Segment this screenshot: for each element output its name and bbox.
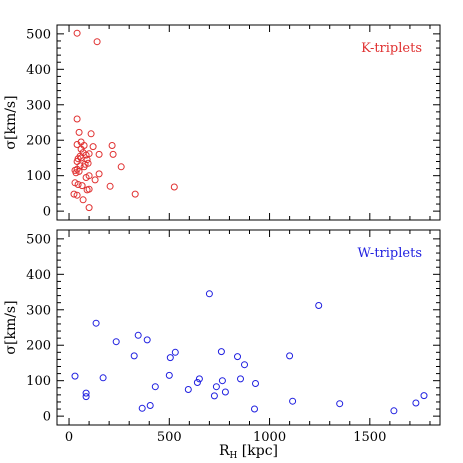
data-point — [143, 336, 151, 344]
legend-label: K-triplets — [361, 41, 422, 56]
data-point — [77, 145, 85, 153]
data-point — [212, 383, 220, 391]
data-point — [99, 374, 107, 382]
data-point — [130, 352, 138, 360]
data-point — [241, 361, 248, 369]
x-tick-label: 1500 — [353, 430, 386, 445]
data-point — [390, 407, 398, 415]
y-tick-label: 300 — [26, 303, 51, 318]
data-point — [146, 402, 154, 409]
data-point — [87, 130, 95, 138]
data-point — [92, 319, 100, 327]
y-axis-title: σ[km/s] — [3, 300, 19, 354]
y-tick-label: 400 — [26, 268, 51, 283]
data-point — [95, 170, 103, 178]
data-point — [165, 371, 173, 379]
x-tick-label: 1000 — [253, 430, 286, 445]
series-w-triplets — [71, 290, 428, 415]
y-tick-label: 200 — [26, 339, 51, 354]
data-point — [82, 389, 90, 397]
data-point — [73, 141, 81, 148]
y-tick-label: 500 — [26, 27, 51, 42]
panel-k-triplets: 0 100 200 300 400 500 σ[km/s] K-triplets — [3, 24, 441, 221]
data-point — [134, 331, 142, 339]
y-tick-label: 300 — [26, 98, 51, 113]
data-point — [218, 377, 226, 385]
data-point — [112, 338, 120, 346]
data-point — [336, 400, 344, 408]
data-point — [252, 380, 259, 387]
data-point — [73, 115, 81, 123]
data-point — [71, 372, 79, 380]
data-point — [251, 405, 258, 413]
y-tick-label: 0 — [43, 205, 51, 220]
data-point — [170, 183, 178, 191]
data-point — [95, 150, 103, 158]
data-point — [78, 182, 86, 190]
data-point — [84, 159, 92, 167]
y-tick-label: 200 — [26, 134, 51, 149]
data-point — [82, 174, 90, 181]
data-point — [166, 354, 174, 362]
plot-frame — [56, 24, 441, 221]
data-point — [79, 196, 87, 204]
series-k-triplets — [70, 29, 178, 212]
data-point — [85, 204, 93, 212]
data-point — [151, 383, 159, 391]
data-point — [195, 375, 203, 383]
data-point — [420, 392, 428, 400]
data-point — [205, 290, 213, 298]
data-point — [237, 375, 244, 383]
y-tick-label: 100 — [26, 169, 51, 184]
data-point — [171, 348, 179, 356]
data-point — [109, 150, 117, 158]
data-point — [73, 191, 81, 199]
data-point — [289, 397, 297, 405]
data-point — [89, 143, 97, 151]
data-point — [106, 182, 114, 190]
y-tick-label: 500 — [26, 232, 51, 247]
data-point — [210, 392, 218, 400]
plot-frame — [56, 229, 441, 426]
data-point — [73, 29, 81, 37]
data-point — [315, 302, 323, 309]
data-point — [131, 190, 139, 198]
x-axis-title: RH [kpc] — [219, 443, 278, 461]
data-point — [117, 163, 125, 171]
panel-w-triplets: 0 100 200 300 400 500 0 500 1000 1500 σ[km/s] RH [k… — [3, 229, 441, 461]
data-point — [91, 176, 99, 184]
x-tick-label: 0 — [65, 430, 73, 445]
data-point — [138, 404, 146, 412]
data-point — [412, 399, 420, 407]
y-axis-title: σ[km/s] — [3, 95, 19, 149]
data-point — [108, 142, 116, 149]
data-point — [217, 348, 225, 356]
y-tick-label: 100 — [26, 374, 51, 389]
y-tick-label: 400 — [26, 63, 51, 78]
data-point — [75, 128, 83, 136]
data-point — [72, 169, 80, 177]
data-point — [82, 393, 90, 401]
data-point — [193, 379, 201, 386]
data-point — [83, 156, 91, 164]
y-tick-label: 0 — [43, 410, 51, 425]
data-point — [234, 353, 241, 361]
data-point — [184, 386, 192, 393]
data-point — [80, 163, 88, 171]
data-point — [83, 186, 91, 194]
data-point — [221, 388, 229, 396]
x-tick-label: 500 — [157, 430, 182, 445]
legend-label: W-triplets — [358, 246, 422, 261]
data-point — [93, 38, 101, 46]
data-point — [70, 190, 78, 198]
data-point — [74, 181, 82, 188]
data-point — [286, 352, 294, 360]
